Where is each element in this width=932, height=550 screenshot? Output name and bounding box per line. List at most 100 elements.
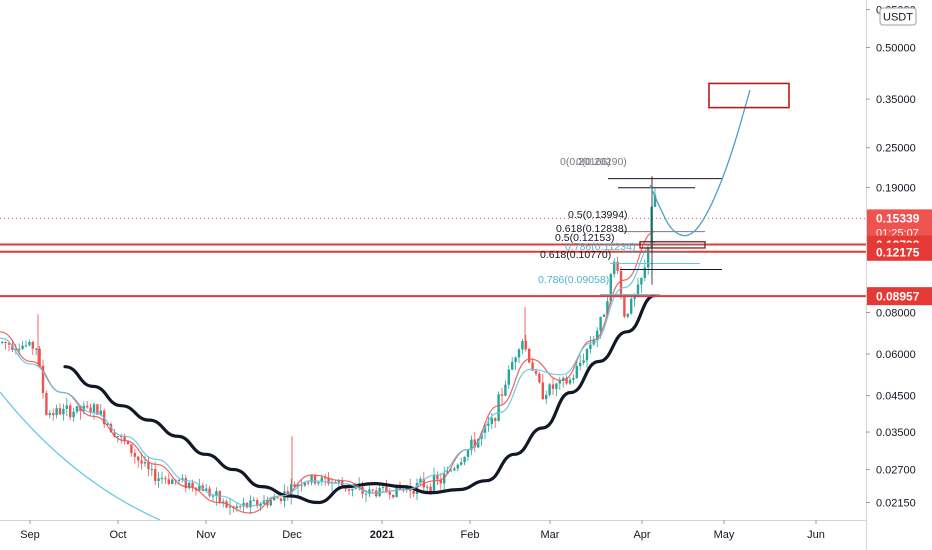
candle-body [171,479,174,484]
time-tick-label: Feb [461,529,480,541]
price-axis: 0.650000.500000.350000.250000.190000.080… [866,5,932,510]
candle-body [449,470,453,472]
candle-body [497,394,500,421]
price-tick-label: 0.35000 [876,94,916,106]
fib-label: 0.618(0.12838) [556,223,627,235]
candle-body [511,361,514,370]
candle-body [62,408,65,415]
candle-body [514,357,517,362]
candle-body [256,500,259,507]
candle-body [320,477,323,483]
candle-body [41,365,45,394]
candle-body [354,488,357,490]
level-price-tag [867,287,932,306]
candle-body [1,341,4,343]
candle-body [300,484,303,486]
candle-body [545,394,548,400]
candle-body [463,456,466,463]
candle-body [38,348,41,366]
candle-body [623,296,626,317]
candle-body [235,506,238,509]
candle-body [48,413,51,416]
candle-body [470,439,473,451]
candle-body [11,344,14,350]
candle-body [538,373,541,383]
candle-body [188,482,191,489]
candle-body [133,453,136,457]
fib-label: 0(0.20290) [576,156,627,168]
level-price-tag [867,242,932,261]
candle-body [531,362,534,371]
candle-body [596,330,599,340]
candle-body [551,384,555,389]
candle-body [21,345,24,349]
candle-body [28,341,31,346]
candle-body [653,194,657,207]
candle-body [388,492,391,495]
time-tick-label: May [714,529,735,541]
candle-body [310,475,313,483]
candle-body [290,484,293,496]
candle-body [252,500,255,502]
plot-area: 0(0.20166)0(0.20290) 0.5(0.13994) 0.618(0.… [0,82,866,520]
candle-body [436,474,439,480]
candle-body [317,482,320,484]
candle-body [619,270,623,297]
candle-body [429,486,432,492]
candle-body [453,468,456,471]
candle-body [487,423,490,426]
candle-body [613,261,616,275]
candle-body [208,488,211,496]
currency-badge[interactable] [879,7,917,26]
candle-body [534,370,538,374]
candle-body [279,498,283,502]
candle-body [205,488,208,491]
candle-body [616,261,619,271]
candle-body [31,341,34,349]
price-tick-label: 0.02150 [876,498,916,510]
candle-body [106,423,109,425]
candle-body [466,450,470,457]
candle-body [572,377,575,380]
price-tick-label: 0.02700 [876,465,916,477]
candle-body [524,340,527,349]
time-tick-label: 2021 [370,529,394,541]
time-axis: Sep Oct Nov Dec 2021 Feb Mar Apr May Jun [20,520,825,541]
candle-body [412,490,415,494]
candle-body [14,349,17,351]
candle-body [432,474,436,492]
candle-body [273,497,276,501]
candle-body [120,436,123,438]
candle-body [177,480,181,482]
ma-red-line [0,230,656,514]
candle-body [198,485,201,491]
time-tick-label: Jun [807,529,825,541]
candle-body [582,360,585,363]
candle-body [443,473,446,484]
candle-body [7,343,11,345]
candle-body [558,380,561,384]
candle-body [589,344,592,350]
candle-body [89,407,92,413]
time-tick-label: Mar [541,529,560,541]
candle-body [419,478,422,483]
candle-body [494,418,497,421]
candle-body [4,341,7,344]
candle-body [324,477,327,479]
candle-body [164,478,167,480]
candle-body [500,394,504,396]
candle-body [541,382,544,400]
candle-body [460,462,463,465]
candle-body [147,462,150,470]
candle-body [575,366,578,378]
candle-body [45,393,48,416]
price-tick-label: 0.25000 [876,143,916,155]
candle-body [647,247,650,268]
candle-body [109,423,113,433]
candle-body [191,482,194,488]
candle-body [303,482,306,486]
candle-body [565,377,568,384]
candle-body [640,277,643,285]
